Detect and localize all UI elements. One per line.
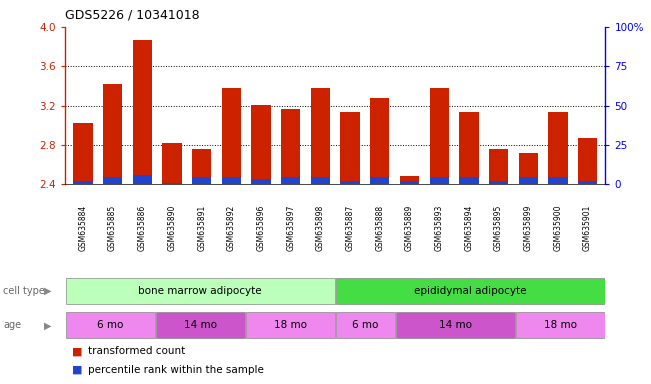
Bar <box>578 138 597 184</box>
Bar <box>578 181 597 184</box>
Text: GSM635886: GSM635886 <box>138 204 146 251</box>
Bar <box>340 111 360 184</box>
Bar <box>489 181 508 184</box>
Bar <box>103 177 122 184</box>
Bar <box>66 278 335 304</box>
Bar <box>103 84 122 184</box>
Text: GSM635897: GSM635897 <box>286 204 296 251</box>
Text: 18 mo: 18 mo <box>544 320 577 331</box>
Bar <box>246 313 335 338</box>
Bar <box>548 111 568 184</box>
Text: GSM635891: GSM635891 <box>197 204 206 251</box>
Bar <box>336 313 395 338</box>
Text: GSM635888: GSM635888 <box>375 204 384 251</box>
Bar <box>548 177 568 184</box>
Text: age: age <box>3 320 21 331</box>
Text: GSM635895: GSM635895 <box>494 204 503 251</box>
Text: ▶: ▶ <box>44 320 52 331</box>
Bar <box>489 149 508 184</box>
Text: GSM635890: GSM635890 <box>167 204 176 251</box>
Text: transformed count: transformed count <box>88 346 185 356</box>
Bar <box>66 313 154 338</box>
Text: 6 mo: 6 mo <box>97 320 123 331</box>
Bar <box>222 88 241 184</box>
Text: GSM635893: GSM635893 <box>435 204 444 251</box>
Bar <box>281 177 300 184</box>
Bar <box>162 143 182 184</box>
Bar <box>133 40 152 184</box>
Bar <box>519 153 538 184</box>
Bar <box>516 313 605 338</box>
Bar <box>400 181 419 184</box>
Text: GSM635887: GSM635887 <box>346 204 355 251</box>
Text: 14 mo: 14 mo <box>439 320 472 331</box>
Text: GSM635899: GSM635899 <box>524 204 533 251</box>
Bar <box>192 149 212 184</box>
Text: GSM635884: GSM635884 <box>78 204 87 251</box>
Bar <box>430 88 449 184</box>
Bar <box>192 177 212 184</box>
Bar <box>400 177 419 184</box>
Text: GSM635889: GSM635889 <box>405 204 414 251</box>
Text: 6 mo: 6 mo <box>352 320 378 331</box>
Text: GSM635894: GSM635894 <box>464 204 473 251</box>
Text: cell type: cell type <box>3 286 45 296</box>
Text: GDS5226 / 10341018: GDS5226 / 10341018 <box>65 8 200 21</box>
Bar <box>251 104 271 184</box>
Text: GSM635898: GSM635898 <box>316 204 325 251</box>
Bar <box>336 278 605 304</box>
Bar <box>156 313 245 338</box>
Bar <box>311 88 330 184</box>
Bar <box>370 177 389 184</box>
Bar <box>340 181 360 184</box>
Bar <box>74 181 92 184</box>
Bar <box>311 177 330 184</box>
Bar <box>281 109 300 184</box>
Bar <box>430 177 449 184</box>
Text: GSM635901: GSM635901 <box>583 204 592 251</box>
Bar <box>222 177 241 184</box>
Bar <box>162 182 182 184</box>
Bar <box>370 98 389 184</box>
Bar <box>133 175 152 184</box>
Bar <box>459 113 478 184</box>
Text: bone marrow adipocyte: bone marrow adipocyte <box>139 286 262 296</box>
Text: GSM635885: GSM635885 <box>108 204 117 251</box>
Text: ▶: ▶ <box>44 286 52 296</box>
Bar <box>251 179 271 184</box>
Text: ■: ■ <box>72 365 82 375</box>
Text: GSM635896: GSM635896 <box>256 204 266 251</box>
Text: GSM635900: GSM635900 <box>553 204 562 251</box>
Text: epididymal adipocyte: epididymal adipocyte <box>414 286 527 296</box>
Text: 14 mo: 14 mo <box>184 320 217 331</box>
Bar <box>459 177 478 184</box>
Bar <box>74 123 92 184</box>
Text: 18 mo: 18 mo <box>273 320 307 331</box>
Bar <box>519 177 538 184</box>
Text: percentile rank within the sample: percentile rank within the sample <box>88 365 264 375</box>
Bar <box>396 313 515 338</box>
Text: GSM635892: GSM635892 <box>227 204 236 251</box>
Text: ■: ■ <box>72 346 82 356</box>
